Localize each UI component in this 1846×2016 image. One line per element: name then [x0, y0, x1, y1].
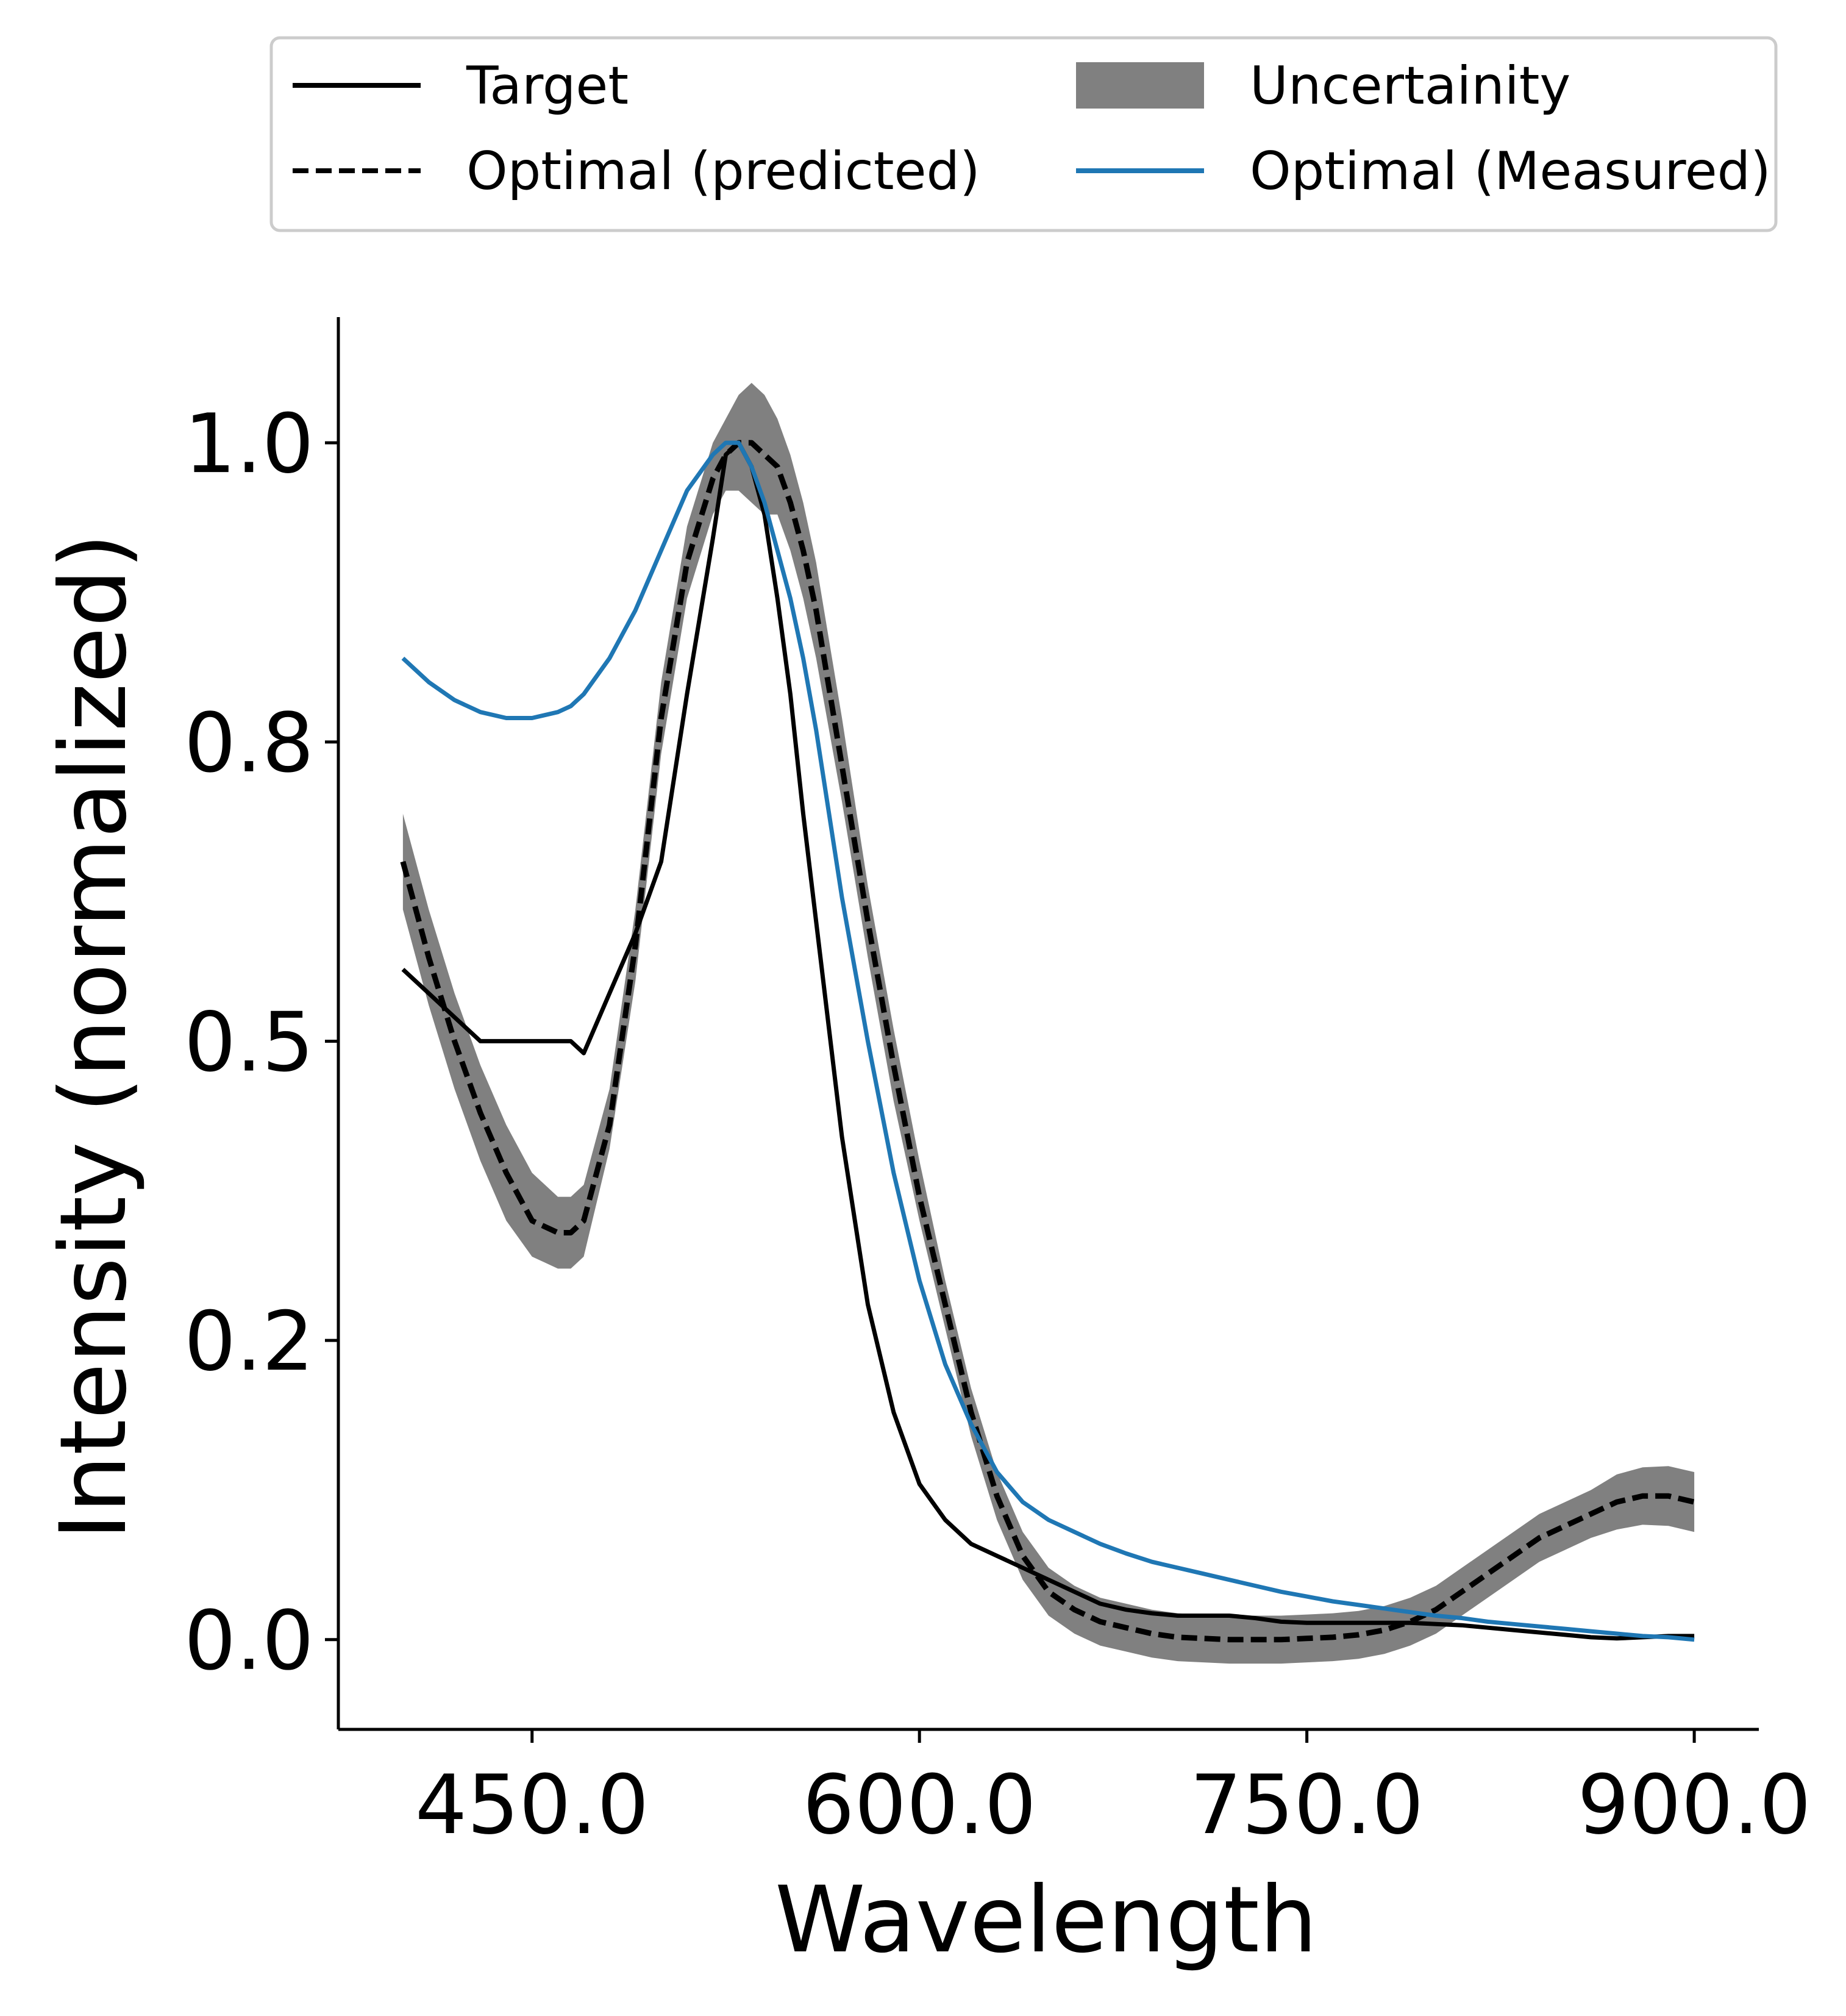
- y-tick-label: 0.0: [184, 1593, 314, 1689]
- series-line-target: [401, 440, 1695, 1641]
- series-line-optimal-predicted: [400, 440, 1695, 1643]
- legend-swatch-uncertainity: [1076, 62, 1204, 109]
- uncertainty-band: [402, 382, 1695, 1664]
- legend: Target Uncertainity Optimal (predicted) Opt…: [269, 36, 1778, 232]
- x-axis-title: Wavelength: [775, 1867, 1317, 1973]
- legend-label-optimal-measured: Optimal (Measured): [1250, 141, 1771, 202]
- axes: 450.0 600.0 750.0 900.0 0.0 0.2 0.5 0.8 1.0: [184, 317, 1811, 1853]
- legend-box: [269, 36, 1778, 232]
- legend-label-target: Target: [466, 55, 629, 116]
- y-tick-label: 1.0: [184, 396, 314, 491]
- y-tick-label: 0.2: [184, 1294, 314, 1389]
- x-tick-label: 900.0: [1577, 1757, 1811, 1853]
- plot-area: [400, 382, 1695, 1664]
- series-line-optimal-measured: [401, 440, 1695, 1642]
- legend-label-uncertainity: Uncertainity: [1250, 55, 1570, 116]
- y-axis-title: Intensity (normalized): [41, 533, 147, 1540]
- y-tick-label: 0.5: [184, 995, 314, 1090]
- legend-label-optimal-predicted: Optimal (predicted): [466, 141, 980, 202]
- x-tick-label: 600.0: [802, 1757, 1036, 1853]
- x-tick-label: 750.0: [1190, 1757, 1424, 1853]
- x-tick-label: 450.0: [415, 1757, 649, 1853]
- y-tick-label: 0.8: [184, 696, 314, 791]
